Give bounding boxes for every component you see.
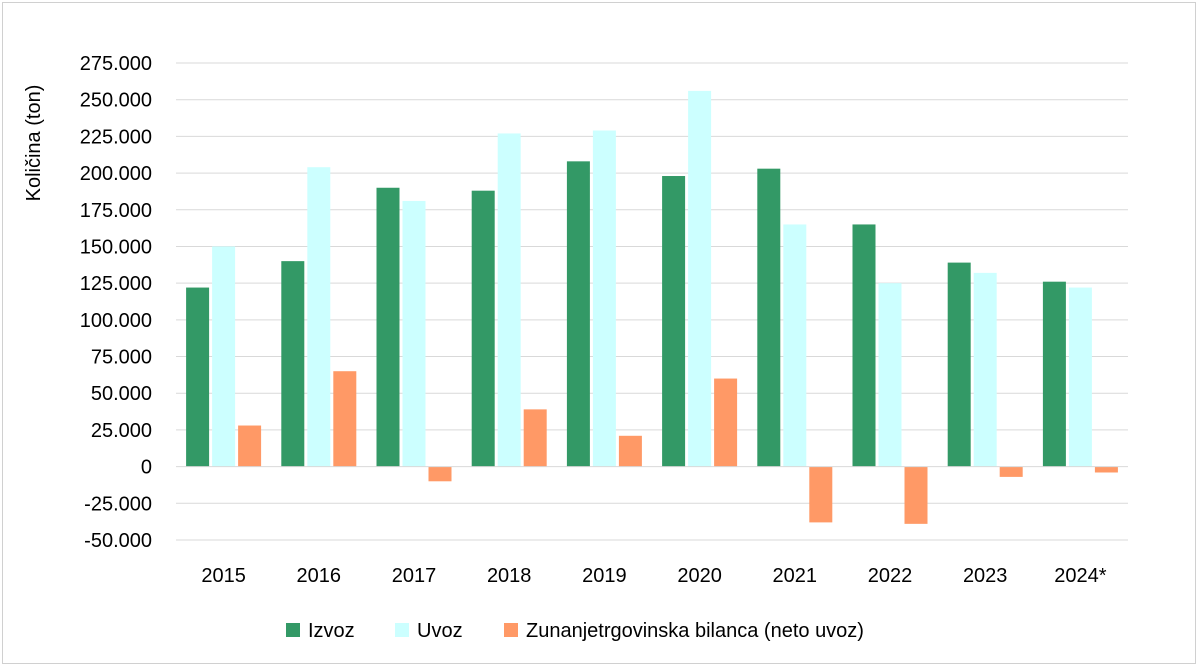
x-tick-label: 2023	[963, 565, 1008, 587]
y-tick-label: 125.000	[80, 273, 152, 295]
y-tick-label: 0	[141, 457, 152, 479]
bar-uvoz-2021	[783, 224, 807, 467]
y-tick-label: 150.000	[80, 236, 152, 258]
y-tick-label: 100.000	[80, 310, 152, 332]
bar-izvoz-2021	[757, 168, 781, 467]
bar-uvoz-2015	[212, 246, 236, 467]
bar-izvoz-2018	[471, 190, 495, 467]
y-tick-label: 75.000	[91, 347, 152, 369]
bar-izvoz-2017	[376, 187, 400, 467]
bar-zunanjetrgovinska-bilanca-neto-uvoz-2020	[714, 378, 738, 467]
bar-uvoz-2024	[1068, 287, 1092, 467]
x-tick-label: 2022	[868, 565, 913, 587]
bar-uvoz-2018	[497, 133, 521, 467]
bar-izvoz-2022	[852, 224, 876, 467]
x-tick-label: 2019	[582, 565, 627, 587]
legend-label: Uvoz	[417, 620, 463, 642]
y-axis-title: Količina (ton)	[23, 85, 45, 202]
y-tick-label: 225.000	[80, 126, 152, 148]
x-tick-label: 2024*	[1054, 565, 1106, 587]
bar-zunanjetrgovinska-bilanca-neto-uvoz-2018	[523, 409, 547, 467]
bar-uvoz-2016	[307, 167, 331, 467]
y-tick-label: 25.000	[91, 420, 152, 442]
legend-swatch	[504, 623, 518, 637]
bar-zunanjetrgovinska-bilanca-neto-uvoz-2021	[809, 466, 833, 523]
y-tick-label: 50.000	[91, 383, 152, 405]
bar-izvoz-2023	[947, 262, 971, 467]
legend-swatch	[395, 623, 409, 637]
bar-uvoz-2017	[402, 200, 426, 467]
y-tick-label: 200.000	[80, 163, 152, 185]
y-axis-tick-labels: -50.000 -25.000 0 25.000 50.000 75.000 100.000…	[80, 53, 152, 552]
bar-izvoz-2019	[566, 161, 590, 467]
bar-zunanjetrgovinska-bilanca-neto-uvoz-2023	[999, 466, 1023, 477]
legend-label: Zunanjetrgovinska bilanca (neto uvoz)	[526, 620, 864, 642]
x-tick-label: 2020	[677, 565, 722, 587]
bar-izvoz-2020	[662, 176, 686, 467]
x-axis-tick-labels: 2015 2016 2017 2018 2019 2020 2021 2022 2023 2024…	[201, 565, 1106, 587]
x-tick-label: 2021	[773, 565, 818, 587]
legend-label: Izvoz	[308, 620, 355, 642]
x-tick-label: 2016	[297, 565, 342, 587]
x-tick-label: 2018	[487, 565, 532, 587]
bar-izvoz-2015	[186, 287, 210, 467]
y-tick-label: 175.000	[80, 200, 152, 222]
y-tick-label: 275.000	[80, 53, 152, 75]
bar-zunanjetrgovinska-bilanca-neto-uvoz-2022	[904, 466, 928, 524]
bar-zunanjetrgovinska-bilanca-neto-uvoz-2016	[333, 371, 357, 467]
bar-zunanjetrgovinska-bilanca-neto-uvoz-2015	[238, 425, 262, 467]
bar-izvoz-2024	[1042, 281, 1066, 467]
legend: Izvoz Uvoz Zunanjetrgovinska bilanca (neto…	[286, 620, 864, 642]
bar-zunanjetrgovinska-bilanca-neto-uvoz-2024	[1094, 466, 1118, 473]
bar-uvoz-2020	[688, 90, 712, 467]
bar-izvoz-2016	[281, 261, 305, 467]
bar-uvoz-2023	[973, 272, 997, 467]
x-tick-label: 2015	[201, 565, 246, 587]
bars	[186, 90, 1118, 524]
bar-uvoz-2022	[878, 283, 902, 467]
bar-uvoz-2019	[592, 130, 616, 467]
bar-zunanjetrgovinska-bilanca-neto-uvoz-2017	[428, 466, 452, 482]
y-tick-label: 250.000	[80, 90, 152, 112]
y-tick-label: -50.000	[84, 530, 152, 552]
y-tick-label: -25.000	[84, 493, 152, 515]
legend-swatch	[286, 623, 300, 637]
x-tick-label: 2017	[392, 565, 437, 587]
bar-zunanjetrgovinska-bilanca-neto-uvoz-2019	[618, 435, 642, 467]
